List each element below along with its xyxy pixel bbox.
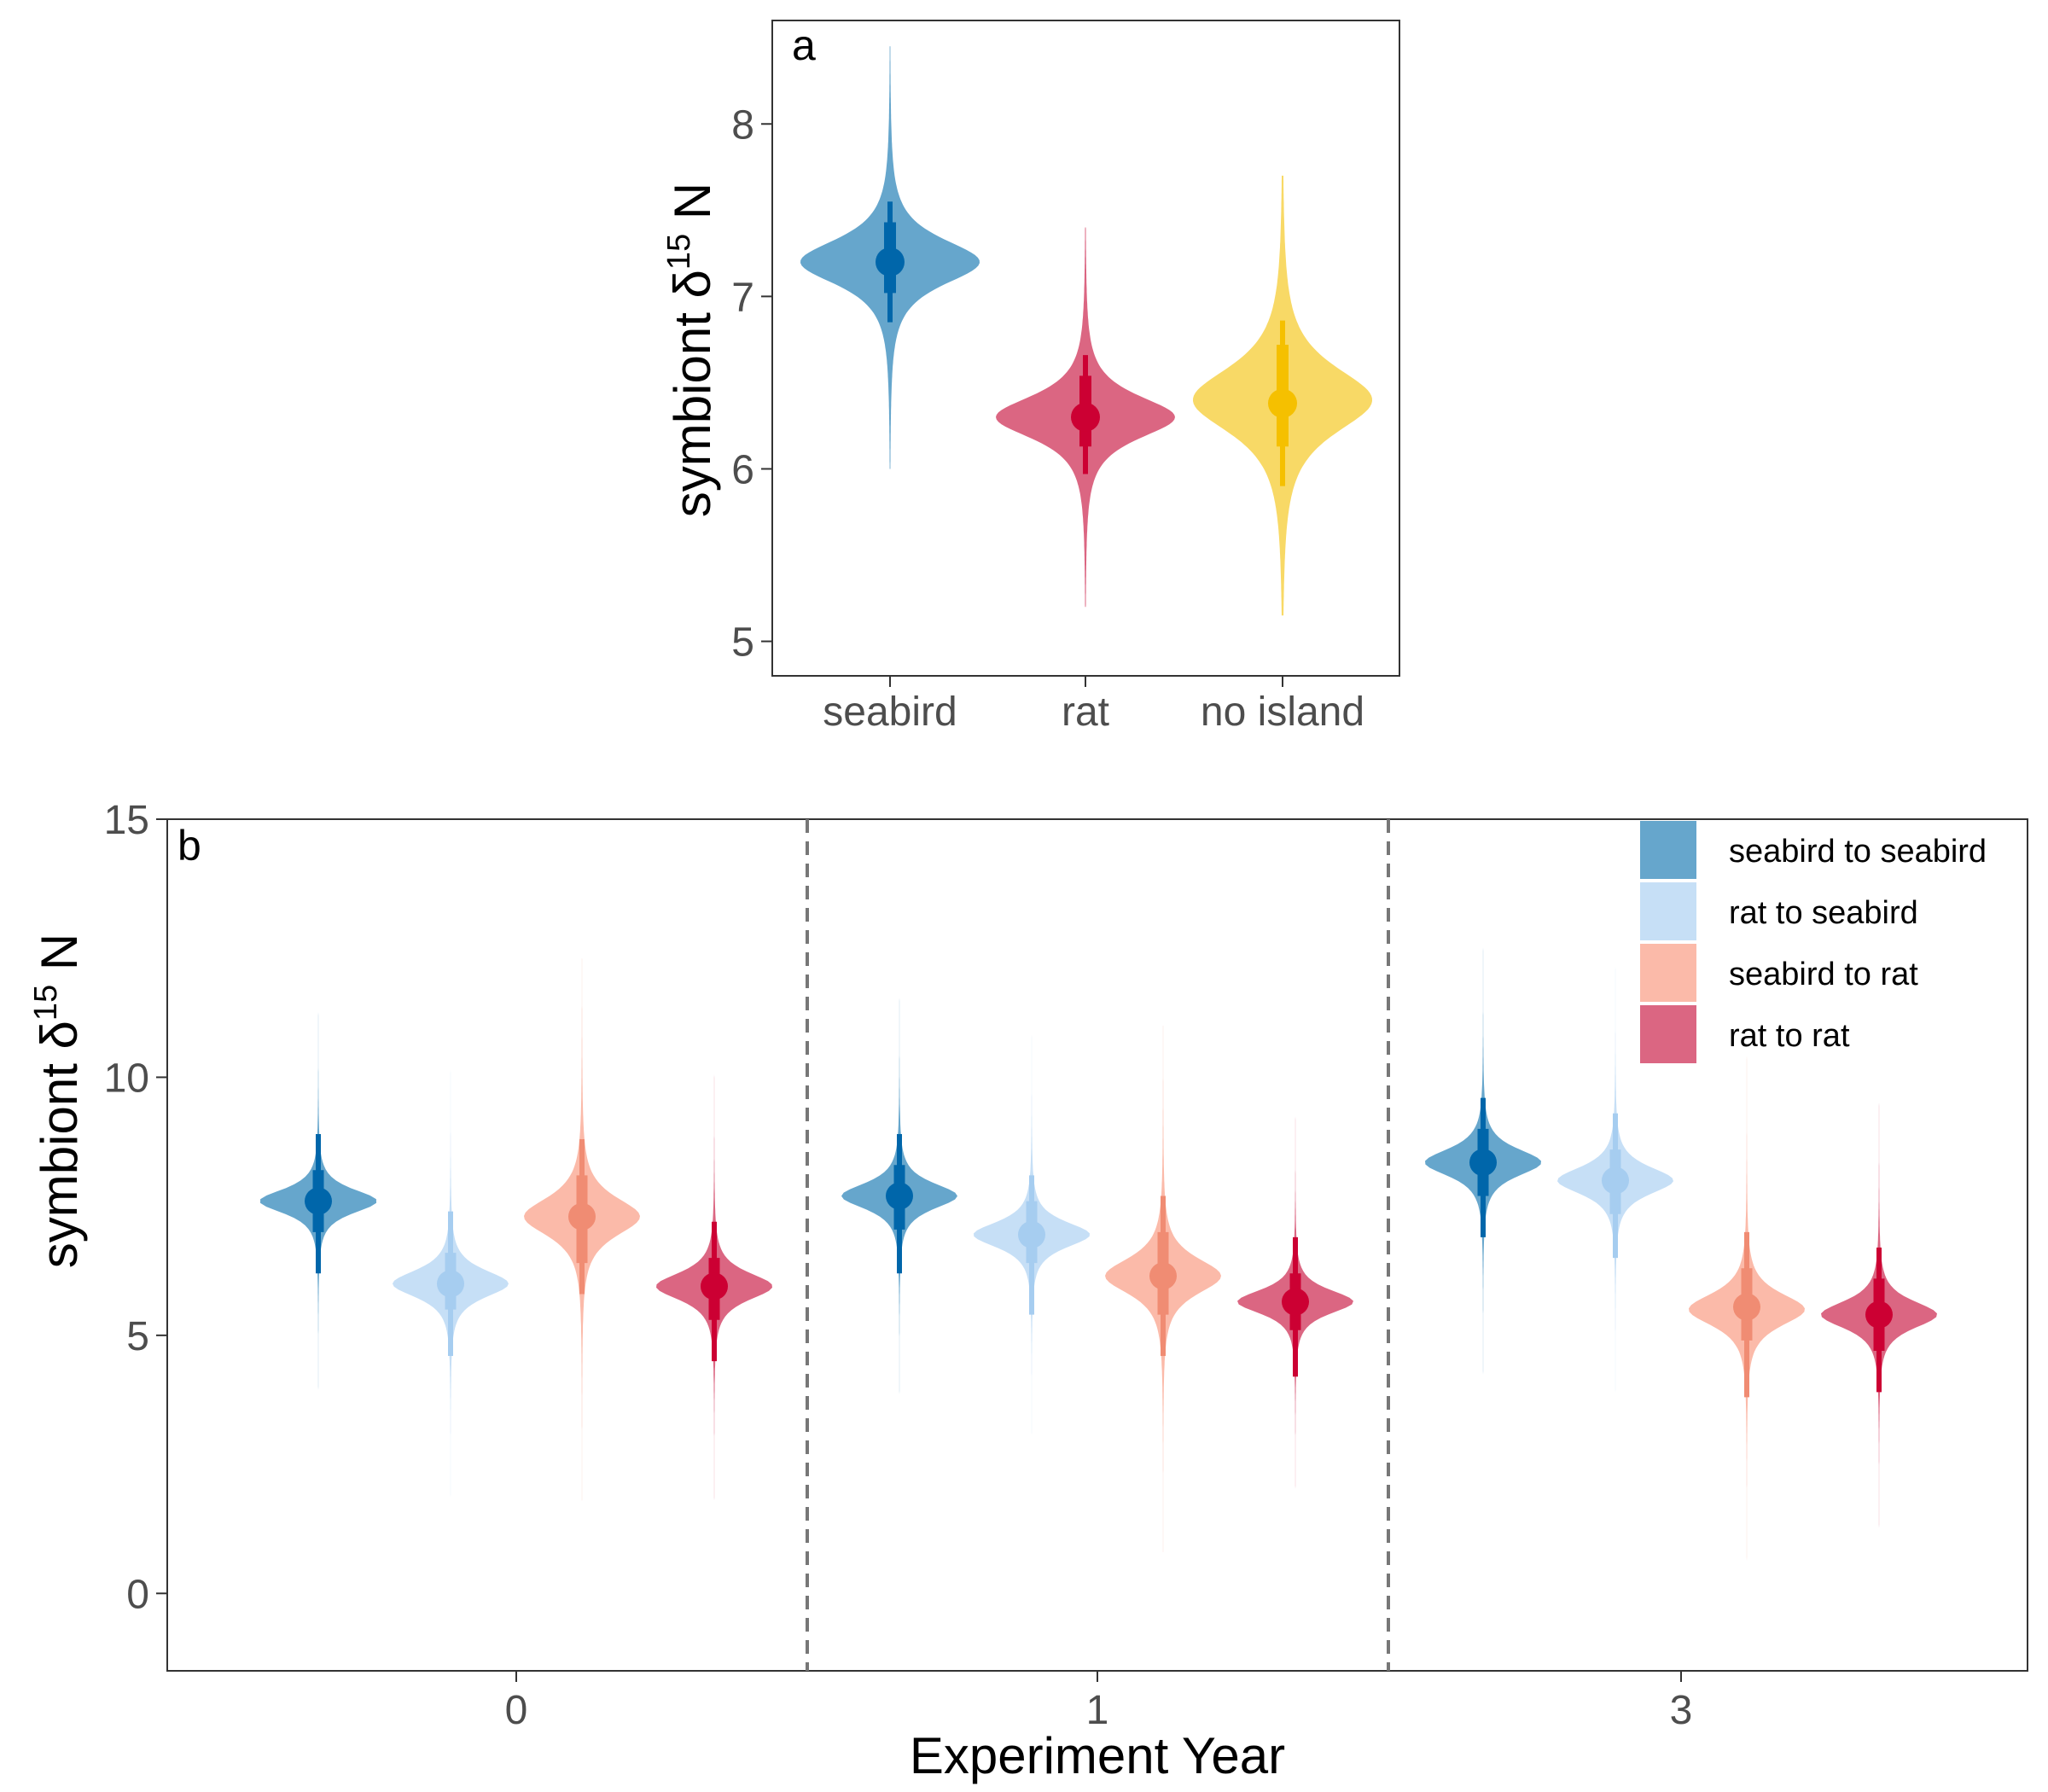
legend-label: seabird to seabird <box>1729 834 1987 870</box>
panel-b-x-tick-label: 3 <box>1670 1688 1693 1733</box>
panel-a-y-tick-label: 8 <box>731 102 754 148</box>
panel-b-seabird-to-rat-year-3-median-point <box>1733 1293 1760 1321</box>
panel-b-seabird-to-rat-year-1-median-point <box>1149 1262 1177 1290</box>
panel-b-legend: seabird to seabird rat to seabird seabird … <box>1640 821 1987 1063</box>
panel-a-y-axis-title: symbiont δ15 N <box>661 183 721 517</box>
panel-b-tag: b <box>177 822 201 870</box>
legend-swatch <box>1640 944 1696 1002</box>
legend-swatch <box>1640 882 1696 940</box>
panel-b-x-tick-label: 1 <box>1086 1688 1109 1733</box>
panel-b-rat-to-rat-year-3-median-point <box>1865 1300 1893 1329</box>
panel-a-y-tick-label: 6 <box>731 447 754 492</box>
panel-a-y-tick-label: 5 <box>731 620 754 666</box>
panel-a-x-axis: seabird rat no island <box>823 676 1364 735</box>
panel-b-seabird-to-seabird-year-3-median-point <box>1469 1149 1497 1177</box>
panel-a-x-tick-label: no island <box>1201 689 1364 735</box>
panel-b-y-axis: 0 5 10 15 <box>104 798 167 1617</box>
panel-a-y-tick-label: 7 <box>731 275 754 320</box>
panel-b-rat-to-rat-year-1-median-point <box>1282 1288 1309 1316</box>
panel-b-x-axis-title: Experiment Year <box>910 1727 1285 1784</box>
panel-a-x-tick-label: seabird <box>823 689 957 735</box>
panel-b-x-axis: 0 1 3 <box>505 1671 1693 1733</box>
panel-b-rat-to-seabird-year-1-median-point <box>1018 1220 1045 1248</box>
panel-a-x-tick-label: rat <box>1062 689 1109 735</box>
panel-b-rat-to-rat-year-0-median-point <box>701 1272 728 1300</box>
legend-label: seabird to rat <box>1729 957 1918 992</box>
panel-b-y-tick-label: 15 <box>104 798 149 843</box>
legend-label: rat to rat <box>1729 1018 1850 1054</box>
panel-b-x-tick-label: 0 <box>505 1688 528 1733</box>
panel-b-rat-to-seabird-year-3-median-point <box>1602 1167 1629 1195</box>
panel-a-tag: a <box>792 21 816 69</box>
panel-b-violins <box>260 881 1937 1609</box>
panel-b-violin-chart: 0 5 10 15 0 1 3 b symbiont δ15 N Experiment Y… <box>28 798 2028 1784</box>
panel-b-seabird-to-seabird-year-0-median-point <box>305 1187 332 1215</box>
panel-a-y-axis: 5 6 7 8 <box>731 102 772 666</box>
legend-swatch <box>1640 821 1696 879</box>
panel-a-violins <box>800 46 1372 616</box>
legend-label: rat to seabird <box>1729 895 1918 931</box>
panel-b-seabird-to-rat-year-0-median-point <box>568 1202 596 1231</box>
panel-b-seabird-to-seabird-year-1-median-point <box>886 1182 913 1210</box>
panel-a-violin-chart: 5 6 7 8 seabird rat no island a symbiont δ15 … <box>661 20 1400 735</box>
panel-a-rat-median-point <box>1071 402 1100 432</box>
panel-b-y-tick-label: 5 <box>126 1314 149 1359</box>
panel-b-rat-to-seabird-year-0-median-point <box>437 1270 464 1298</box>
legend-swatch <box>1640 1005 1696 1063</box>
panel-a-seabird-median-point <box>876 247 905 276</box>
panel-b-y-axis-title: symbiont δ15 N <box>28 934 88 1268</box>
panel-b-y-tick-label: 0 <box>126 1572 149 1617</box>
panel-b-y-tick-label: 10 <box>104 1056 149 1101</box>
panel-a-no-island-median-point <box>1268 388 1297 418</box>
panel-b-year-separators <box>806 819 1390 1671</box>
